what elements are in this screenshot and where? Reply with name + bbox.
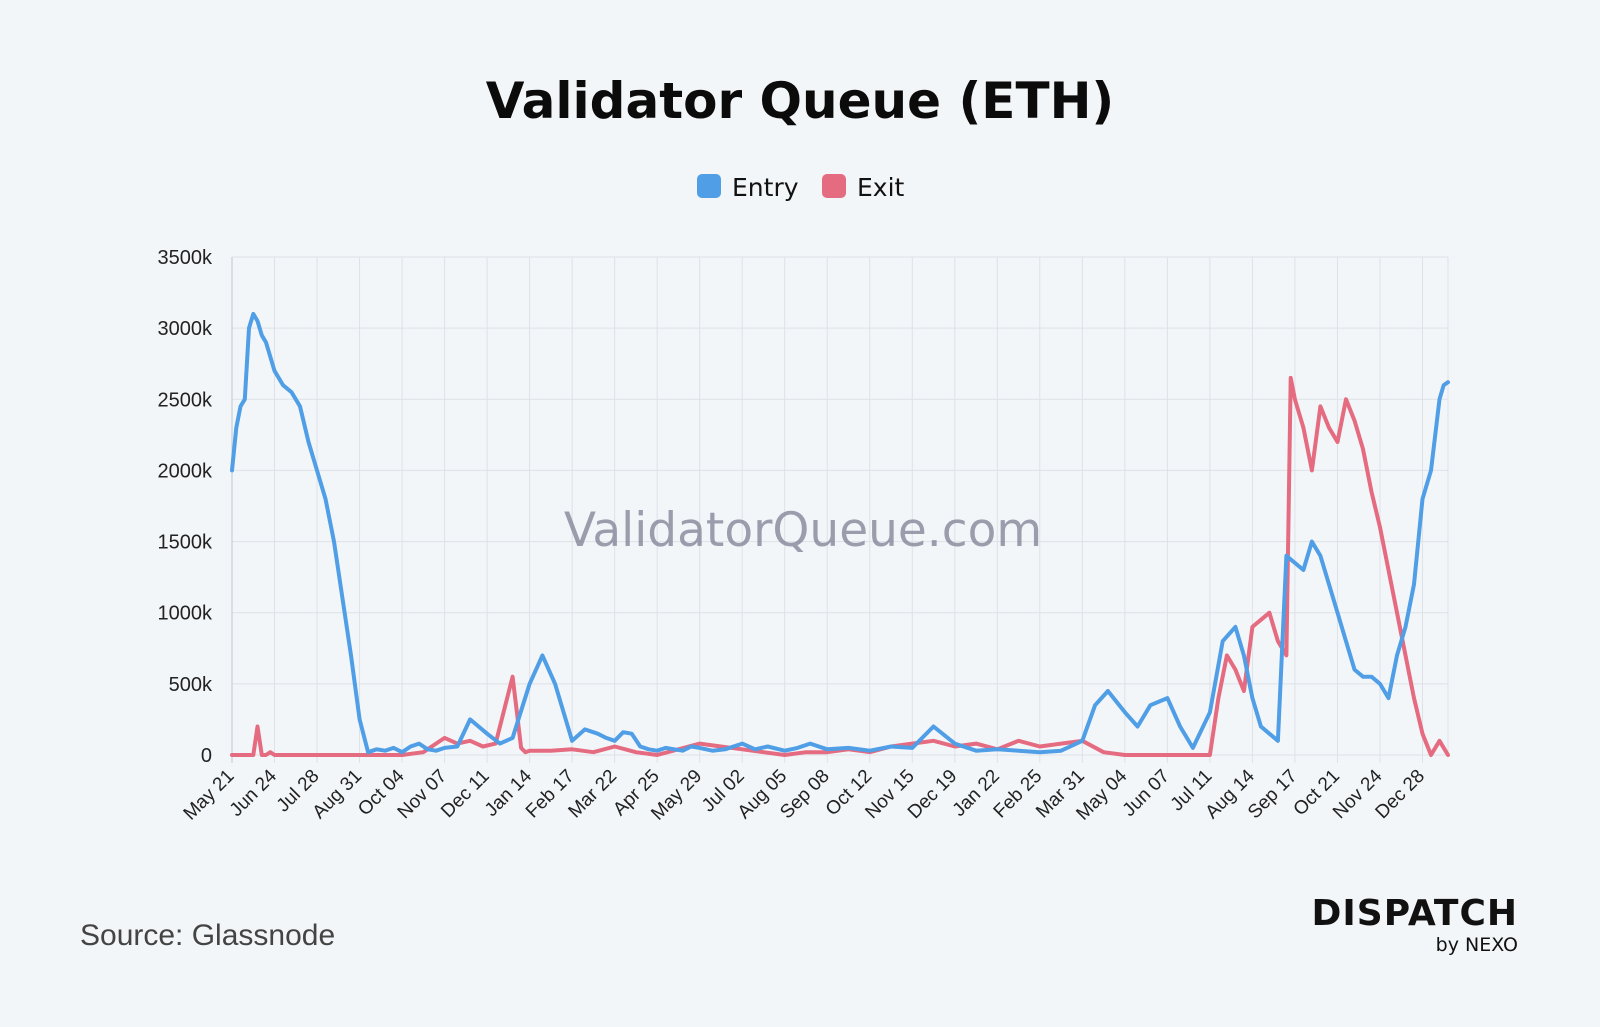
- legend-swatch-exit: [822, 174, 846, 198]
- series-lines: [230, 311, 1450, 757]
- chart-title: Validator Queue (ETH): [486, 72, 1115, 130]
- series-line-exit: [230, 375, 1450, 757]
- x-tick-label: Jun 24: [226, 765, 281, 820]
- brand-name: DISPATCH: [1312, 893, 1518, 934]
- y-axis-ticks: 0 500k 1000k 1500k 2000k 2500k 3000k 3500k: [158, 247, 213, 767]
- y-tick-label: 3000k: [158, 318, 213, 340]
- y-tick-label: 0: [201, 745, 212, 767]
- grid: [231, 256, 1449, 763]
- x-tick-label: May 21: [180, 766, 239, 825]
- y-tick-label: 1000k: [158, 603, 213, 625]
- legend-label-entry: Entry: [732, 173, 799, 202]
- y-tick-label: 3500k: [158, 247, 213, 269]
- x-tick-label: Jun 07: [1119, 766, 1174, 821]
- y-tick-label: 500k: [169, 674, 213, 696]
- brand-sub: by NEXO: [1436, 934, 1518, 956]
- x-tick-label: Dec 11: [437, 766, 493, 822]
- x-tick-label: Mar 22: [565, 766, 622, 823]
- y-tick-label: 1500k: [158, 532, 213, 554]
- y-tick-label: 2500k: [158, 389, 213, 411]
- source-label: Source: Glassnode: [80, 919, 335, 952]
- brand-logo: DISPATCH by NEXO: [1312, 893, 1518, 956]
- legend-item-exit[interactable]: Exit: [822, 173, 905, 202]
- legend-swatch-entry: [697, 174, 721, 198]
- y-tick-label: 2000k: [158, 460, 213, 482]
- legend-item-entry[interactable]: Entry: [697, 173, 799, 202]
- watermark: ValidatorQueue.com: [564, 503, 1042, 558]
- series-line-entry: [230, 311, 1450, 755]
- legend-label-exit: Exit: [857, 173, 905, 202]
- legend: Entry Exit: [697, 173, 905, 202]
